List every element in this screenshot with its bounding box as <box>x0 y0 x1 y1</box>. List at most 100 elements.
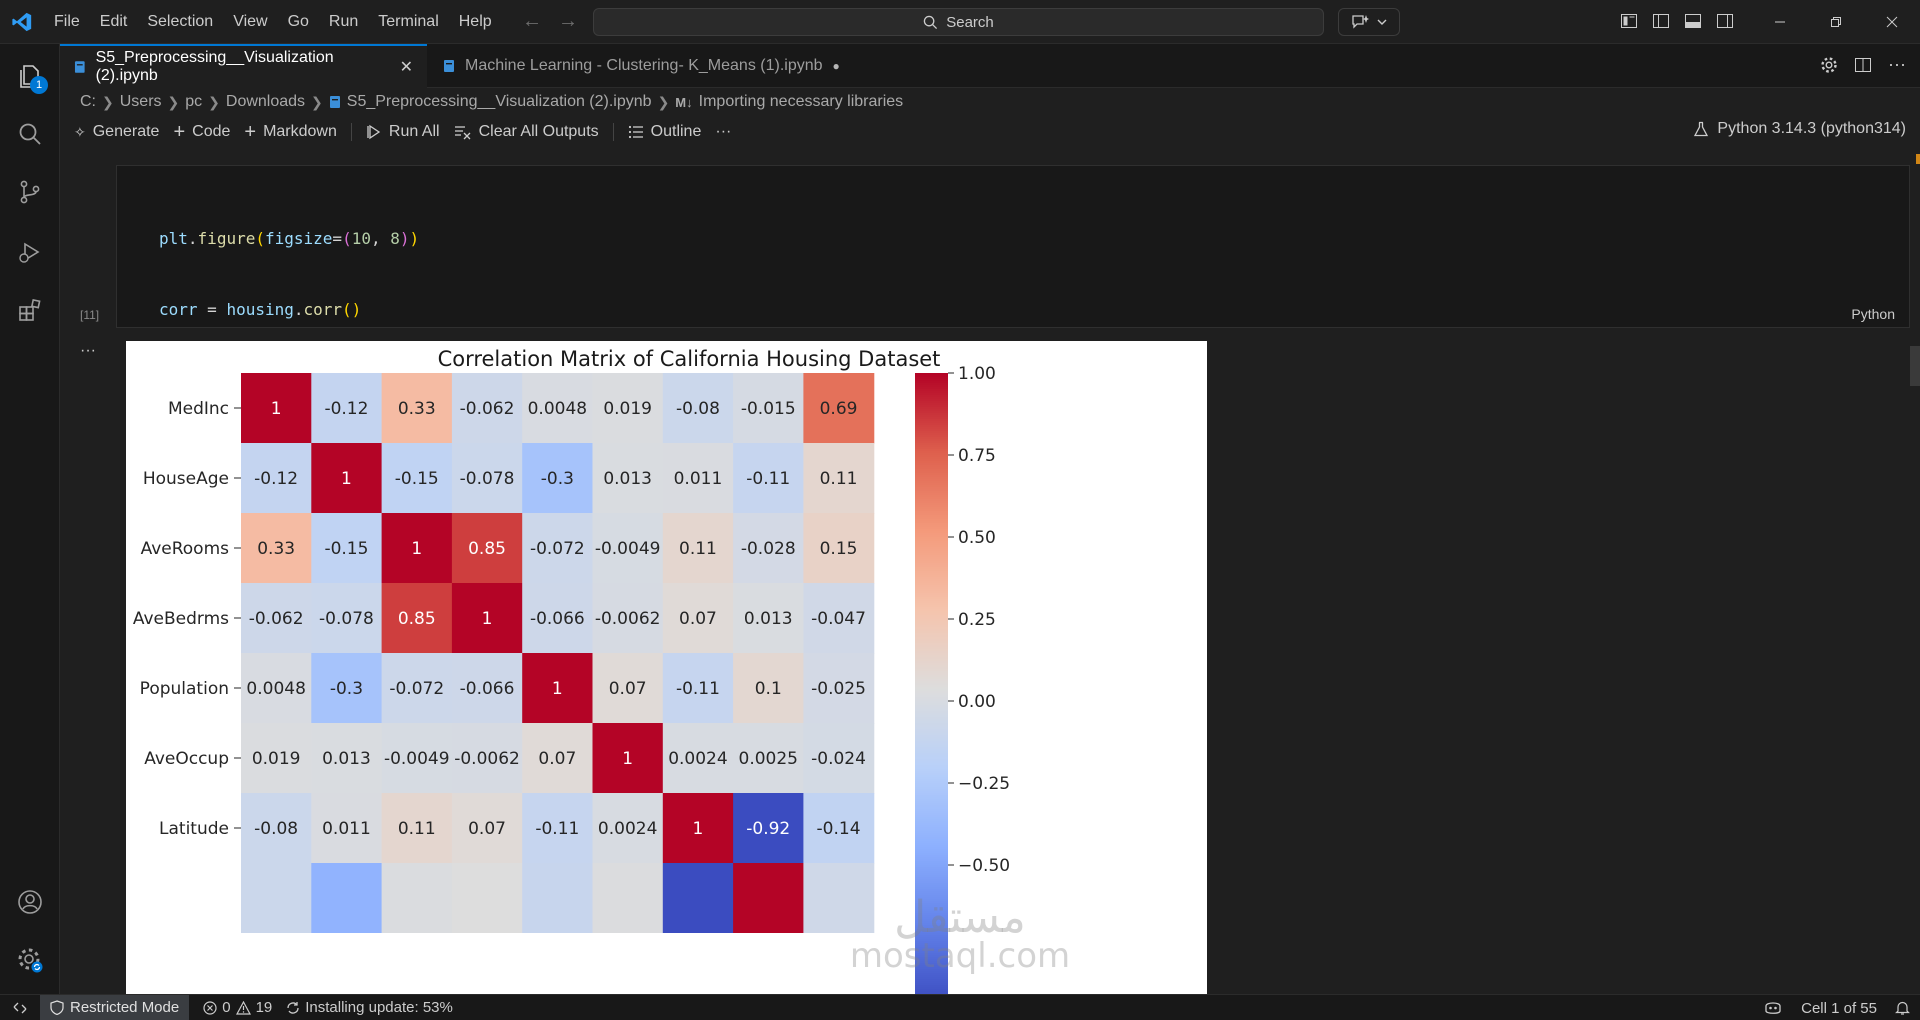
settings-gear-icon[interactable] <box>12 942 48 978</box>
clear-all-outputs-button[interactable]: Clear All Outputs <box>454 123 599 141</box>
restricted-mode-indicator[interactable]: Restricted Mode <box>40 994 190 1020</box>
menu-view[interactable]: View <box>233 12 268 30</box>
kernel-picker[interactable]: Python 3.14.3 (python314) <box>1693 120 1906 138</box>
minimize-icon[interactable] <box>1752 0 1808 44</box>
colorbar-segment <box>915 699 948 702</box>
tab-kmeans[interactable]: Machine Learning - Clustering- K_Means (… <box>429 44 919 88</box>
menu-run[interactable]: Run <box>328 12 359 30</box>
heatmap-cell-label: 0.33 <box>398 399 436 419</box>
colorbar-segment <box>915 535 948 538</box>
colorbar-segment <box>915 597 948 600</box>
code-cell[interactable]: plt.figure(figsize=(10, 8)) corr = housi… <box>116 165 1910 530</box>
colorbar-segment <box>915 677 948 680</box>
forward-arrow-icon[interactable]: → <box>558 10 578 32</box>
run-all-button[interactable]: Run All <box>366 123 440 141</box>
close-tab-icon[interactable]: ✕ <box>399 59 413 76</box>
row-tick-label: AveBedrms <box>133 609 229 629</box>
notebook-settings-gear-icon[interactable] <box>1820 56 1838 74</box>
breadcrumb-item[interactable]: C: <box>80 93 96 110</box>
more-toolbar-actions[interactable]: ··· <box>715 123 731 141</box>
heatmap-cell <box>733 863 804 933</box>
colorbar-segment <box>915 693 948 696</box>
heatmap-cell-label: -0.072 <box>530 539 585 559</box>
menu-file[interactable]: File <box>54 12 80 30</box>
toggle-secondary-sidebar-icon[interactable] <box>1716 12 1734 30</box>
heatmap-cell <box>733 723 804 794</box>
colorbar-segment <box>915 963 948 966</box>
menu-terminal[interactable]: Terminal <box>378 12 439 30</box>
copilot-button[interactable] <box>1338 8 1400 36</box>
output-more-icon[interactable]: ··· <box>80 342 96 359</box>
window-controls <box>1752 0 1920 44</box>
colorbar-segment <box>915 721 948 724</box>
cell-output-figure: Correlation Matrix of California Housing… <box>126 341 1207 994</box>
menu-edit[interactable]: Edit <box>99 12 128 30</box>
heatmap-cell-label: -0.078 <box>319 609 374 629</box>
breadcrumb-item[interactable]: S5_Preprocessing__Visualization (2).ipyn… <box>346 93 652 110</box>
colorbar-segment <box>915 979 948 982</box>
toggle-primary-sidebar-icon[interactable] <box>1652 12 1670 30</box>
menu-selection[interactable]: Selection <box>147 12 214 30</box>
breadcrumb-item[interactable]: Downloads <box>225 93 306 110</box>
colorbar-segment <box>915 681 948 684</box>
generate-button[interactable]: ✧ Generate <box>74 123 159 141</box>
colorbar-segment <box>915 737 948 740</box>
accounts-icon[interactable] <box>12 884 48 920</box>
colorbar-segment <box>915 601 948 604</box>
extensions-icon[interactable] <box>12 292 48 328</box>
problems-indicator[interactable]: 0 19 <box>203 999 272 1016</box>
colorbar-segment <box>915 451 948 454</box>
add-code-cell-button[interactable]: + Code <box>173 122 231 142</box>
colorbar-segment <box>915 549 948 552</box>
colorbar-segment <box>915 851 948 854</box>
colorbar-segment <box>915 417 948 420</box>
colorbar-segment <box>915 551 948 554</box>
heatmap-cell <box>241 723 312 794</box>
copilot-status-icon[interactable] <box>1763 1000 1783 1016</box>
vertical-scrollbar[interactable] <box>1910 346 1920 386</box>
heatmap-cell-label: -0.015 <box>741 399 796 419</box>
colorbar-segment <box>915 385 948 388</box>
add-markdown-cell-button[interactable]: + Markdown <box>244 122 337 142</box>
search-icon[interactable] <box>12 116 48 152</box>
colorbar-segment <box>915 757 948 760</box>
editor-actions: ··· <box>1820 54 1906 74</box>
breadcrumb-item[interactable]: Users <box>119 93 162 110</box>
tab-s5-preprocessing[interactable]: S5_Preprocessing__Visualization (2).ipyn… <box>60 44 427 88</box>
colorbar-segment <box>915 701 948 704</box>
colorbar-segment <box>915 375 948 378</box>
more-actions-icon[interactable]: ··· <box>1888 54 1906 74</box>
update-progress-indicator[interactable]: Installing update: 53% <box>286 999 453 1016</box>
menu-go[interactable]: Go <box>287 12 309 30</box>
colorbar-segment <box>915 989 948 992</box>
chart-title: Correlation Matrix of California Housing… <box>438 347 941 371</box>
colorbar-segment <box>915 767 948 770</box>
code-label: Code <box>192 123 231 140</box>
customize-layout-icon[interactable] <box>1620 12 1638 30</box>
cell-language-label[interactable]: Python <box>1851 306 1895 322</box>
source-control-icon[interactable] <box>12 174 48 210</box>
outline-button[interactable]: Outline <box>628 123 701 141</box>
notifications-bell-icon[interactable] <box>1895 1000 1910 1016</box>
colorbar-segment <box>915 889 948 892</box>
heatmap-chart: Correlation Matrix of California Housing… <box>133 347 1010 994</box>
remote-indicator-icon[interactable] <box>0 995 40 1020</box>
colorbar-segment <box>915 499 948 502</box>
restore-icon[interactable] <box>1808 0 1864 44</box>
colorbar-segment <box>915 813 948 816</box>
cell-position[interactable]: Cell 1 of 55 <box>1801 999 1877 1017</box>
breadcrumb-item[interactable]: pc <box>185 93 203 110</box>
split-editor-icon[interactable] <box>1854 56 1872 74</box>
run-debug-icon[interactable] <box>12 234 48 270</box>
toggle-panel-icon[interactable] <box>1684 12 1702 30</box>
menu-help[interactable]: Help <box>458 12 492 30</box>
chevron-right-icon: ❯ <box>167 93 180 110</box>
breadcrumb-item[interactable]: Importing necessary libraries <box>698 93 904 110</box>
colorbar-segment <box>915 373 948 376</box>
back-arrow-icon[interactable]: ← <box>522 10 542 32</box>
command-center-search[interactable]: Search <box>593 8 1324 36</box>
heatmap-cell <box>522 373 594 444</box>
unsaved-dot-icon[interactable]: ● <box>832 59 840 73</box>
close-window-icon[interactable] <box>1864 0 1920 44</box>
colorbar-segment <box>915 539 948 542</box>
